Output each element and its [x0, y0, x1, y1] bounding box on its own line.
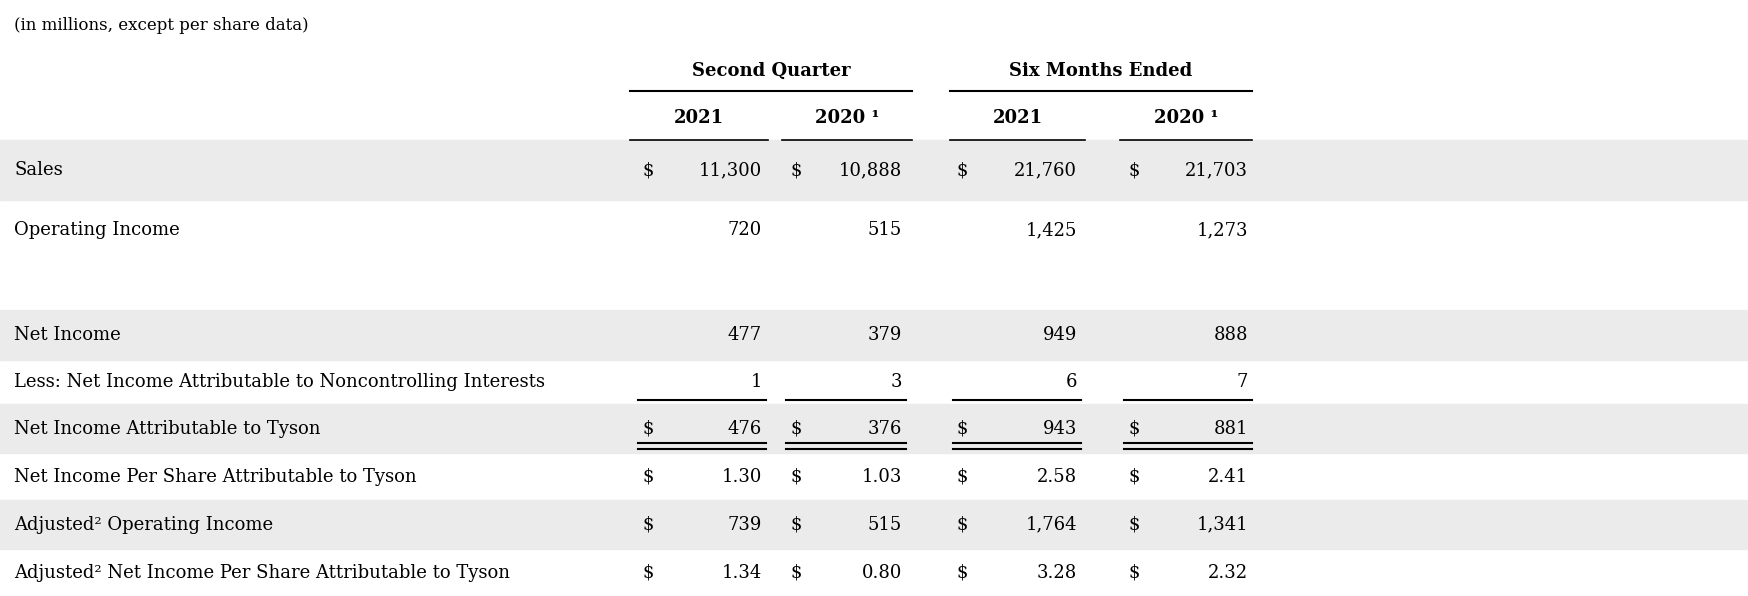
- Text: 2.58: 2.58: [1037, 467, 1077, 486]
- Text: $: $: [1127, 467, 1140, 486]
- Text: Second Quarter: Second Quarter: [692, 62, 850, 80]
- Text: 476: 476: [727, 420, 762, 437]
- Text: $: $: [956, 467, 968, 486]
- Text: $: $: [1127, 563, 1140, 582]
- Text: Adjusted² Net Income Per Share Attributable to Tyson: Adjusted² Net Income Per Share Attributa…: [14, 563, 510, 582]
- Text: 376: 376: [867, 420, 902, 437]
- Text: 7: 7: [1236, 373, 1248, 391]
- Text: 6: 6: [1066, 373, 1077, 391]
- Text: Less: Net Income Attributable to Noncontrolling Interests: Less: Net Income Attributable to Noncont…: [14, 373, 545, 391]
- Bar: [0, 500, 1748, 549]
- Text: 1.03: 1.03: [862, 467, 902, 486]
- Bar: [0, 404, 1748, 453]
- Text: Net Income Per Share Attributable to Tyson: Net Income Per Share Attributable to Tys…: [14, 467, 416, 486]
- Text: 1,764: 1,764: [1026, 516, 1077, 533]
- Text: $: $: [790, 563, 801, 582]
- Text: $: $: [642, 516, 654, 533]
- Text: 10,888: 10,888: [839, 161, 902, 179]
- Text: 888: 888: [1213, 326, 1248, 344]
- Text: $: $: [1127, 161, 1140, 179]
- Text: 2.32: 2.32: [1208, 563, 1248, 582]
- Text: 379: 379: [867, 326, 902, 344]
- Text: $: $: [790, 516, 801, 533]
- Text: $: $: [642, 563, 654, 582]
- Text: 0.80: 0.80: [862, 563, 902, 582]
- Text: 1,341: 1,341: [1196, 516, 1248, 533]
- Text: 2021: 2021: [993, 109, 1042, 127]
- Text: $: $: [956, 420, 968, 437]
- Bar: [0, 310, 1748, 360]
- Text: 1.30: 1.30: [722, 467, 762, 486]
- Text: $: $: [790, 420, 801, 437]
- Text: 3: 3: [890, 373, 902, 391]
- Text: $: $: [790, 161, 801, 179]
- Text: 515: 515: [867, 516, 902, 533]
- Text: Net Income: Net Income: [14, 326, 121, 344]
- Text: 515: 515: [867, 221, 902, 239]
- Text: $: $: [790, 467, 801, 486]
- Bar: [0, 140, 1748, 200]
- Text: Sales: Sales: [14, 161, 63, 179]
- Text: Operating Income: Operating Income: [14, 221, 180, 239]
- Text: 1: 1: [750, 373, 762, 391]
- Text: (in millions, except per share data): (in millions, except per share data): [14, 17, 309, 35]
- Text: $: $: [1127, 516, 1140, 533]
- Text: $: $: [956, 563, 968, 582]
- Text: 2020 ¹: 2020 ¹: [1154, 109, 1218, 127]
- Text: $: $: [956, 516, 968, 533]
- Text: 720: 720: [727, 221, 762, 239]
- Text: 2020 ¹: 2020 ¹: [815, 109, 879, 127]
- Text: 2021: 2021: [675, 109, 724, 127]
- Text: $: $: [1127, 420, 1140, 437]
- Text: 3.28: 3.28: [1037, 563, 1077, 582]
- Text: 1,273: 1,273: [1196, 221, 1248, 239]
- Text: 1.34: 1.34: [722, 563, 762, 582]
- Text: 21,760: 21,760: [1014, 161, 1077, 179]
- Text: 881: 881: [1213, 420, 1248, 437]
- Text: 949: 949: [1042, 326, 1077, 344]
- Text: Adjusted² Operating Income: Adjusted² Operating Income: [14, 516, 273, 533]
- Text: Net Income Attributable to Tyson: Net Income Attributable to Tyson: [14, 420, 320, 437]
- Text: Six Months Ended: Six Months Ended: [1009, 62, 1192, 80]
- Text: 477: 477: [727, 326, 762, 344]
- Text: 2.41: 2.41: [1208, 467, 1248, 486]
- Text: 1,425: 1,425: [1026, 221, 1077, 239]
- Text: 739: 739: [727, 516, 762, 533]
- Text: 11,300: 11,300: [699, 161, 762, 179]
- Text: $: $: [642, 161, 654, 179]
- Text: $: $: [642, 467, 654, 486]
- Text: 943: 943: [1042, 420, 1077, 437]
- Text: $: $: [956, 161, 968, 179]
- Text: 21,703: 21,703: [1185, 161, 1248, 179]
- Text: $: $: [642, 420, 654, 437]
